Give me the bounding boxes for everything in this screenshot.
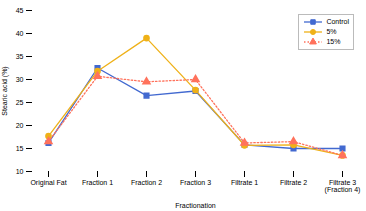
svg-text:15: 15 xyxy=(16,145,24,152)
svg-text:Filtrate 3(Fraction 4): Filtrate 3(Fraction 4) xyxy=(325,179,361,194)
svg-text:Filtrate 1: Filtrate 1 xyxy=(231,179,258,186)
svg-text:Stearic acid (%): Stearic acid (%) xyxy=(1,66,9,115)
svg-text:35: 35 xyxy=(16,53,24,60)
svg-text:Fraction 2: Fraction 2 xyxy=(131,179,162,186)
svg-text:Fraction 3: Fraction 3 xyxy=(180,179,211,186)
svg-text:Original Fat: Original Fat xyxy=(30,179,66,187)
svg-text:30: 30 xyxy=(16,76,24,83)
svg-text:40: 40 xyxy=(16,30,24,37)
svg-text:20: 20 xyxy=(16,122,24,129)
html-text:5%: 5% xyxy=(326,28,337,35)
svg-text:45: 45 xyxy=(16,7,24,14)
svg-text:10: 10 xyxy=(16,168,24,175)
svg-text:25: 25 xyxy=(16,99,24,106)
html-text:15%: 15% xyxy=(326,38,341,45)
html-text:Control: Control xyxy=(326,18,349,25)
svg-text:Fractionation: Fractionation xyxy=(175,202,216,209)
svg-text:Fraction 1: Fraction 1 xyxy=(82,179,113,186)
svg-text:Filtrate 2: Filtrate 2 xyxy=(280,179,307,186)
